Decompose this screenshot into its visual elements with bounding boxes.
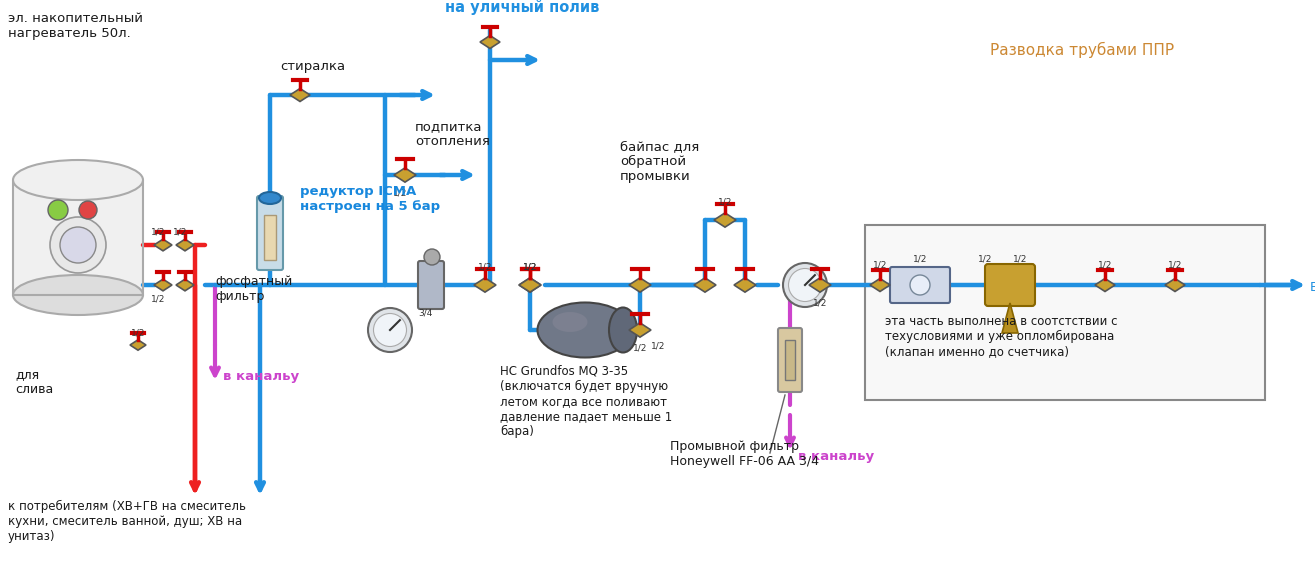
Text: стиралка: стиралка [280, 60, 345, 73]
FancyBboxPatch shape [985, 264, 1035, 306]
Text: 1/2: 1/2 [633, 344, 647, 353]
Ellipse shape [13, 160, 143, 200]
Text: 1/2: 1/2 [873, 260, 888, 270]
Circle shape [50, 217, 107, 273]
Text: 1/2: 1/2 [151, 228, 166, 237]
FancyBboxPatch shape [890, 267, 949, 303]
Polygon shape [473, 278, 496, 292]
Polygon shape [734, 278, 756, 292]
Text: эл. накопительный
нагреватель 50л.: эл. накопительный нагреватель 50л. [8, 12, 143, 40]
Polygon shape [480, 36, 500, 49]
Bar [264, 215, 276, 260]
Circle shape [423, 249, 441, 265]
Circle shape [49, 200, 68, 220]
Polygon shape [694, 278, 715, 292]
Text: 1/2: 1/2 [130, 328, 145, 337]
Polygon shape [394, 168, 416, 182]
Polygon shape [130, 340, 146, 350]
Text: НС Grundfos MQ 3-35
(включатся будет вручную
летом когда все поливают
давление п: НС Grundfos MQ 3-35 (включатся будет вру… [500, 365, 672, 438]
Polygon shape [1095, 279, 1115, 292]
Polygon shape [629, 323, 651, 337]
Circle shape [789, 268, 822, 302]
Polygon shape [154, 279, 172, 291]
Polygon shape [714, 213, 736, 227]
Text: 1/2: 1/2 [523, 263, 538, 272]
Text: Разводка трубами ППР: Разводка трубами ППР [990, 42, 1174, 58]
Bar [785, 340, 796, 380]
Circle shape [782, 263, 827, 307]
Polygon shape [154, 239, 172, 251]
Text: 1/2: 1/2 [477, 263, 492, 272]
Text: 1/2: 1/2 [651, 341, 665, 350]
Bar [865, 225, 1265, 400]
Ellipse shape [259, 192, 281, 204]
Text: редуктор ICMA
настроен на 5 бар: редуктор ICMA настроен на 5 бар [300, 185, 441, 213]
Text: байпас для
обратной
промывки: байпас для обратной промывки [619, 140, 700, 183]
Polygon shape [176, 239, 195, 251]
Text: для
слива: для слива [14, 368, 53, 396]
Text: 1/2: 1/2 [523, 263, 538, 272]
Text: в канальу: в канальу [798, 450, 874, 463]
Circle shape [910, 275, 930, 295]
Polygon shape [1002, 303, 1018, 333]
Polygon shape [291, 89, 310, 102]
Polygon shape [176, 279, 195, 291]
Polygon shape [809, 278, 831, 292]
Text: 1/2: 1/2 [151, 294, 166, 303]
Text: фосфатный
фильтр: фосфатный фильтр [214, 275, 292, 303]
Circle shape [373, 314, 406, 346]
Circle shape [79, 201, 97, 219]
Text: 1/2: 1/2 [978, 254, 993, 263]
Polygon shape [519, 278, 540, 292]
Text: Промывной фильтр
Honeywell FF-06 AA 3/4: Промывной фильтр Honeywell FF-06 AA 3/4 [671, 440, 819, 468]
Polygon shape [871, 279, 890, 292]
FancyBboxPatch shape [778, 328, 802, 392]
Text: в канальу: в канальу [224, 370, 299, 383]
Circle shape [368, 308, 412, 352]
Text: подпитка
отопления: подпитка отопления [416, 120, 490, 148]
Ellipse shape [13, 275, 143, 315]
Polygon shape [629, 278, 651, 292]
FancyBboxPatch shape [418, 261, 444, 309]
Ellipse shape [609, 307, 636, 353]
Text: эта часть выполнена в соотстствии с
техусловиями и уже опломбирована
(клапан име: эта часть выполнена в соотстствии с теху… [885, 315, 1118, 358]
Text: 1/2: 1/2 [172, 228, 187, 237]
FancyBboxPatch shape [256, 196, 283, 270]
Text: 1/2: 1/2 [1098, 260, 1112, 270]
Polygon shape [1165, 279, 1185, 292]
Circle shape [60, 227, 96, 263]
Text: 3/4: 3/4 [418, 308, 433, 318]
Text: на уличный полив: на уличный полив [444, 0, 600, 15]
Text: 1/2: 1/2 [913, 254, 927, 263]
Text: 1/2: 1/2 [1013, 254, 1027, 263]
Bar [13, 180, 143, 295]
Ellipse shape [552, 312, 588, 332]
Ellipse shape [538, 302, 633, 358]
Polygon shape [519, 278, 540, 292]
Text: 1/2: 1/2 [813, 298, 827, 307]
Text: к потребителям (ХВ+ГВ на смеситель
кухни, смеситель ванной, душ; ХВ на
унитаз): к потребителям (ХВ+ГВ на смеситель кухни… [8, 500, 246, 543]
Text: 1/2: 1/2 [1168, 260, 1182, 270]
Text: 1/2: 1/2 [393, 189, 408, 198]
Text: Ввод 3/4: Ввод 3/4 [1310, 280, 1315, 293]
Text: 1/2: 1/2 [718, 198, 732, 206]
